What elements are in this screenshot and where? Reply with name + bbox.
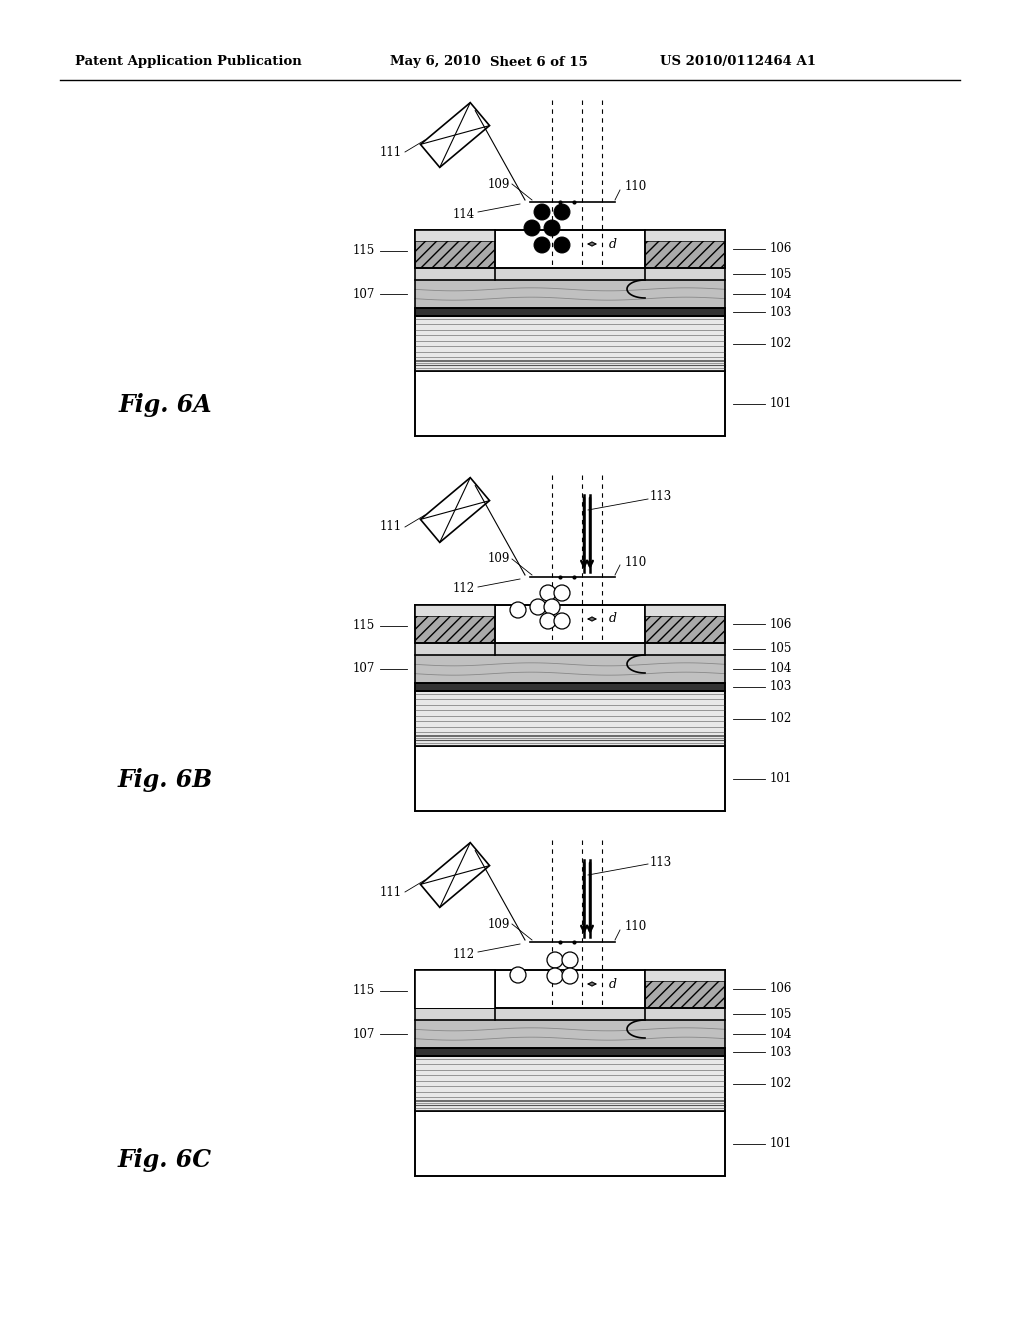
Bar (415, 746, 725, 810)
Text: 102: 102 (770, 711, 793, 725)
Circle shape (544, 220, 560, 236)
Bar (415, 690, 725, 746)
Text: May 6, 2010: May 6, 2010 (390, 55, 480, 69)
Bar (415, 280, 725, 308)
Text: d: d (609, 238, 617, 251)
Bar (415, 308, 725, 315)
Text: 112: 112 (453, 582, 475, 595)
Text: 109: 109 (487, 553, 510, 565)
Text: 115: 115 (352, 985, 375, 998)
Bar (415, 230, 495, 242)
Text: 109: 109 (487, 917, 510, 931)
Circle shape (554, 205, 570, 220)
Text: US 2010/0112464 A1: US 2010/0112464 A1 (660, 55, 816, 69)
Text: 103: 103 (770, 305, 793, 318)
Bar (415, 315, 725, 371)
Bar (415, 1111, 725, 1176)
Text: 105: 105 (770, 1007, 793, 1020)
Text: 107: 107 (352, 1027, 375, 1040)
Text: 113: 113 (650, 855, 672, 869)
Circle shape (554, 238, 570, 253)
Bar (415, 1008, 725, 1020)
Bar (415, 371, 725, 436)
Bar (645, 605, 725, 643)
Text: 114: 114 (453, 207, 475, 220)
Text: 106: 106 (770, 982, 793, 995)
Text: 102: 102 (770, 337, 793, 350)
Text: 105: 105 (770, 643, 793, 656)
Polygon shape (421, 842, 489, 907)
Text: 101: 101 (770, 397, 793, 411)
Text: 109: 109 (487, 177, 510, 190)
Bar (645, 970, 725, 981)
Text: 104: 104 (770, 1027, 793, 1040)
Text: d: d (609, 978, 617, 990)
Bar (415, 1048, 725, 1056)
Text: 104: 104 (770, 288, 793, 301)
Text: 106: 106 (770, 243, 793, 256)
Bar (645, 970, 725, 1008)
Text: 113: 113 (650, 491, 672, 503)
Text: 115: 115 (352, 619, 375, 632)
Text: 107: 107 (352, 663, 375, 676)
Circle shape (510, 602, 526, 618)
Bar (415, 268, 725, 280)
Circle shape (562, 968, 578, 983)
Text: 101: 101 (770, 772, 793, 785)
Circle shape (540, 612, 556, 630)
Circle shape (540, 585, 556, 601)
Text: 115: 115 (352, 244, 375, 257)
Bar (415, 970, 495, 1008)
Text: 105: 105 (770, 268, 793, 281)
Bar (415, 1020, 725, 1048)
Circle shape (547, 968, 563, 983)
Bar (415, 605, 495, 616)
Text: 104: 104 (770, 663, 793, 676)
Text: 111: 111 (380, 145, 402, 158)
Text: 103: 103 (770, 1045, 793, 1059)
Text: 110: 110 (625, 556, 647, 569)
Text: 107: 107 (352, 288, 375, 301)
Bar (415, 605, 495, 643)
Text: 101: 101 (770, 1137, 793, 1150)
Bar (645, 605, 725, 616)
Bar (645, 230, 725, 242)
Bar (415, 230, 495, 268)
Circle shape (544, 599, 560, 615)
Bar (415, 970, 495, 1008)
Circle shape (554, 585, 570, 601)
Polygon shape (421, 478, 489, 543)
Text: Patent Application Publication: Patent Application Publication (75, 55, 302, 69)
Circle shape (534, 238, 550, 253)
Circle shape (524, 220, 540, 236)
Circle shape (554, 612, 570, 630)
Text: 110: 110 (625, 181, 647, 194)
Polygon shape (421, 103, 489, 168)
Text: Sheet 6 of 15: Sheet 6 of 15 (490, 55, 588, 69)
Bar (645, 230, 725, 268)
Bar (415, 970, 495, 981)
Circle shape (547, 952, 563, 968)
Text: 110: 110 (625, 920, 647, 933)
Text: 102: 102 (770, 1077, 793, 1090)
Bar (415, 1056, 725, 1111)
Bar (415, 643, 725, 655)
Text: d: d (609, 612, 617, 626)
Circle shape (530, 599, 546, 615)
Circle shape (562, 952, 578, 968)
Circle shape (510, 968, 526, 983)
Bar (415, 655, 725, 682)
Text: 112: 112 (453, 948, 475, 961)
Circle shape (534, 205, 550, 220)
Text: 111: 111 (380, 886, 402, 899)
Text: Fig. 6A: Fig. 6A (118, 393, 212, 417)
Text: Fig. 6C: Fig. 6C (118, 1148, 212, 1172)
Bar (415, 682, 725, 690)
Text: 106: 106 (770, 618, 793, 631)
Text: 111: 111 (380, 520, 402, 533)
Text: 103: 103 (770, 681, 793, 693)
Text: Fig. 6B: Fig. 6B (118, 768, 213, 792)
